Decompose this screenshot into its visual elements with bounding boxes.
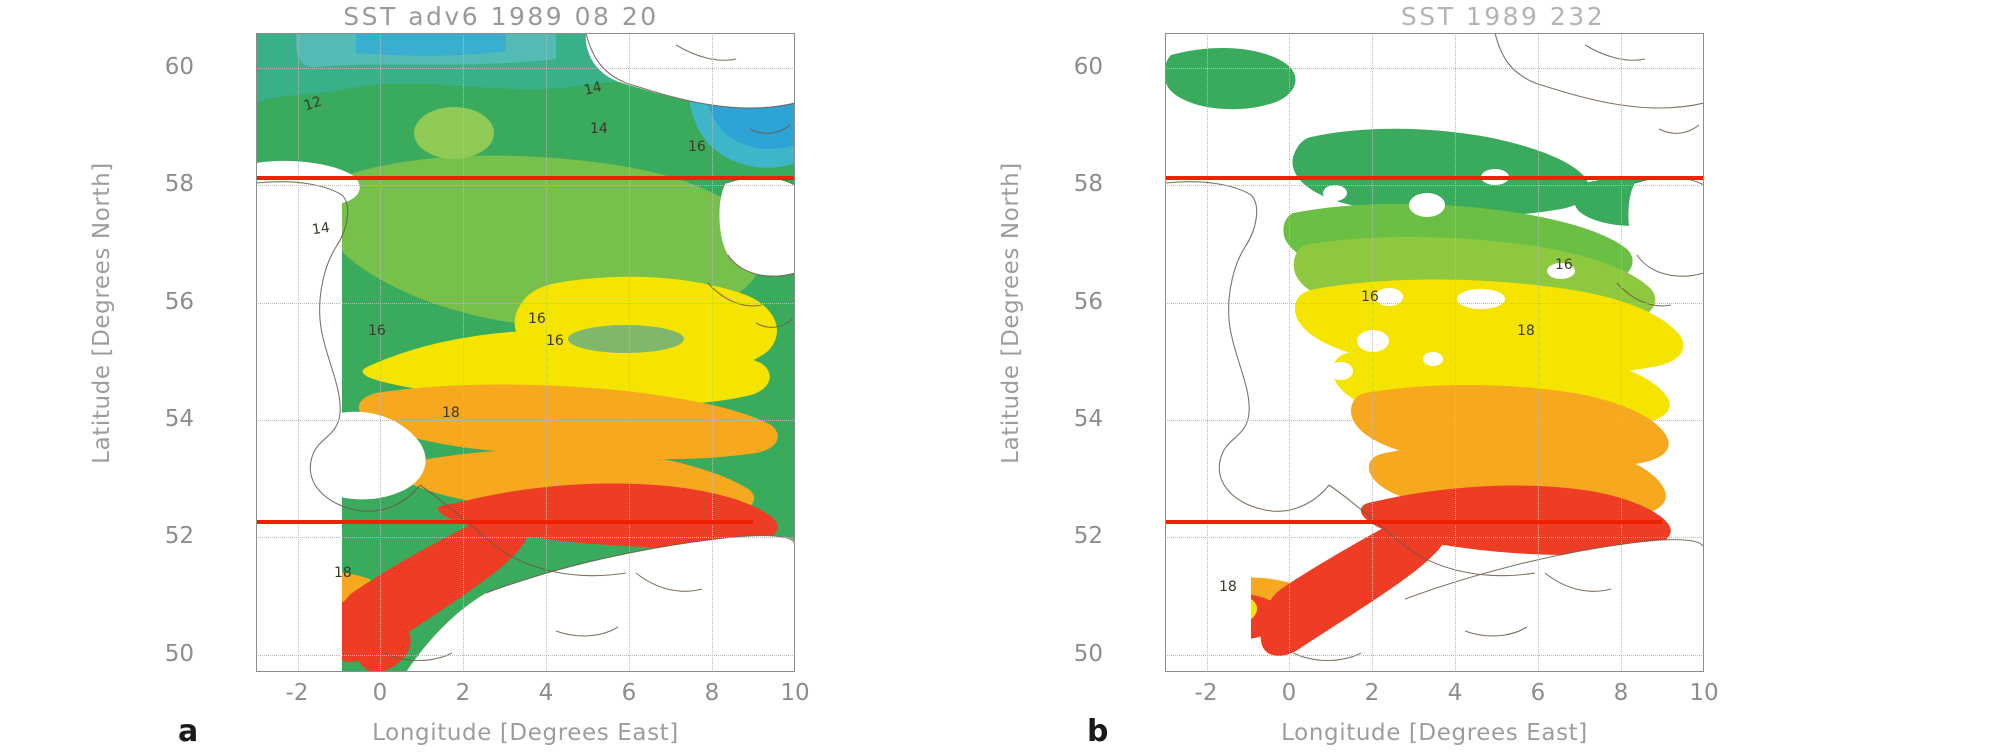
xtick-label: 2 — [1364, 680, 1380, 706]
panel-b: SST 1989 232 — [998, 0, 2004, 754]
gridline-v — [712, 33, 713, 672]
ytick-label: 56 — [164, 289, 194, 315]
contour-label: 16 — [688, 139, 706, 155]
contour-band-20-red-channel — [357, 623, 411, 672]
gridline-v — [380, 33, 382, 672]
transect-line-south — [256, 520, 753, 524]
xtick-label: 2 — [455, 680, 471, 706]
land-continent — [406, 535, 795, 672]
gridline-v — [1289, 33, 1291, 672]
panel-b-plot-area: 16 16 18 18 — [1165, 33, 1704, 672]
panel-b-x-axis-title: Longitude [Degrees East] — [1281, 720, 1588, 746]
contour-label: 18 — [442, 405, 460, 421]
gridline-h — [256, 420, 795, 421]
panel-b-y-axis-title: Latitude [Degrees North] — [998, 162, 1024, 464]
panel-a: SST adv6 1989 08 20 — [89, 2, 810, 749]
gridline-v — [546, 33, 548, 672]
transect-line-north — [256, 176, 795, 180]
gridline-v — [1206, 33, 1208, 672]
land-norway-b — [1494, 33, 1704, 109]
ytick-label: 54 — [1073, 406, 1103, 432]
xtick-label: 4 — [1447, 680, 1463, 706]
contour-label: 16 — [1361, 289, 1379, 305]
xtick-label: -2 — [1194, 680, 1218, 706]
contour-label: 18 — [1219, 579, 1237, 595]
xtick-label: 10 — [1689, 680, 1719, 706]
land-uk-wash — [256, 160, 360, 206]
gridline-h — [1165, 654, 1704, 656]
xtick-label: 0 — [1281, 680, 1297, 706]
gridline-h — [1165, 302, 1704, 304]
xtick-label: 10 — [780, 680, 810, 706]
ytick-label: 50 — [1073, 641, 1103, 667]
panel-a-y-axis-title: Latitude [Degrees North] — [89, 162, 115, 464]
panel-b-letter: b — [1087, 714, 1109, 749]
panel-a-x-axis-title: Longitude [Degrees East] — [372, 720, 679, 746]
land-uk-sw — [256, 181, 342, 672]
transect-line-north — [1165, 176, 1704, 180]
contour-island-green — [568, 325, 684, 353]
gridline-h — [1165, 420, 1704, 421]
gridline-v — [629, 33, 631, 672]
ytick-label: 54 — [164, 406, 194, 432]
contour-label: 16 — [368, 323, 386, 339]
sst-red-tongue — [1260, 509, 1450, 656]
ytick-label: 52 — [1073, 523, 1103, 549]
contour-label: 16 — [1555, 257, 1573, 273]
ytick-label: 56 — [1073, 289, 1103, 315]
panel-a-plot-area: 12 14 14 16 16 16 16 18 18 14 — [256, 33, 795, 672]
xtick-label: 6 — [621, 680, 637, 706]
coastline-strokes-b — [1165, 33, 1704, 661]
contour-label: 14 — [590, 121, 608, 137]
land-uk-thames — [301, 411, 426, 500]
sst-green-n1 — [1292, 128, 1589, 217]
contour-label: 16 — [528, 311, 546, 327]
gridline-h — [1165, 537, 1704, 539]
ytick-label: 60 — [1073, 54, 1103, 80]
xtick-label: 8 — [1613, 680, 1629, 706]
gridline-v — [1538, 33, 1540, 672]
panel-a-letter: a — [178, 714, 199, 749]
transect-line-south — [1165, 520, 1662, 524]
land-uk-sw-b — [1165, 181, 1251, 672]
xtick-label: 0 — [372, 680, 388, 706]
gridline-h — [1165, 185, 1704, 187]
xtick-label: 4 — [538, 680, 554, 706]
panel-b-title: SST 1989 232 — [1400, 2, 1606, 31]
gridline-h — [256, 654, 795, 656]
land-norway — [585, 33, 795, 109]
ytick-label: 50 — [164, 641, 194, 667]
land-continent-b — [1325, 539, 1704, 672]
land-denmark — [719, 177, 795, 277]
gridline-v — [1455, 33, 1457, 672]
gridline-h — [256, 68, 795, 70]
gridline-h — [256, 185, 795, 187]
gridline-v — [1372, 33, 1374, 672]
sst-green-nw — [1165, 48, 1296, 110]
coastline-strokes — [256, 33, 795, 661]
contour-patch-light-58n — [414, 107, 494, 159]
gridline-v — [297, 33, 299, 672]
xtick-label: 6 — [1530, 680, 1546, 706]
gridline-h — [256, 302, 795, 304]
contour-label: 14 — [310, 219, 331, 239]
ytick-label: 52 — [164, 523, 194, 549]
contour-label: 18 — [1517, 323, 1535, 339]
gridline-h — [1165, 68, 1704, 70]
contour-band-12-nw-core — [356, 33, 506, 56]
gridline-h — [256, 537, 795, 539]
land-denmark-b — [1628, 177, 1704, 277]
xtick-label: 8 — [704, 680, 720, 706]
contour-label: 18 — [334, 565, 352, 581]
panel-b-sst-field — [1165, 33, 1704, 672]
ytick-label: 58 — [1073, 171, 1103, 197]
gridline-v — [1621, 33, 1622, 672]
xtick-label: -2 — [285, 680, 309, 706]
gridline-v — [463, 33, 465, 672]
panel-a-title: SST adv6 1989 08 20 — [343, 2, 659, 31]
ytick-label: 60 — [164, 54, 194, 80]
ytick-label: 58 — [164, 171, 194, 197]
land-uk-thames-b — [1210, 411, 1335, 500]
contour-label: 16 — [546, 333, 564, 349]
